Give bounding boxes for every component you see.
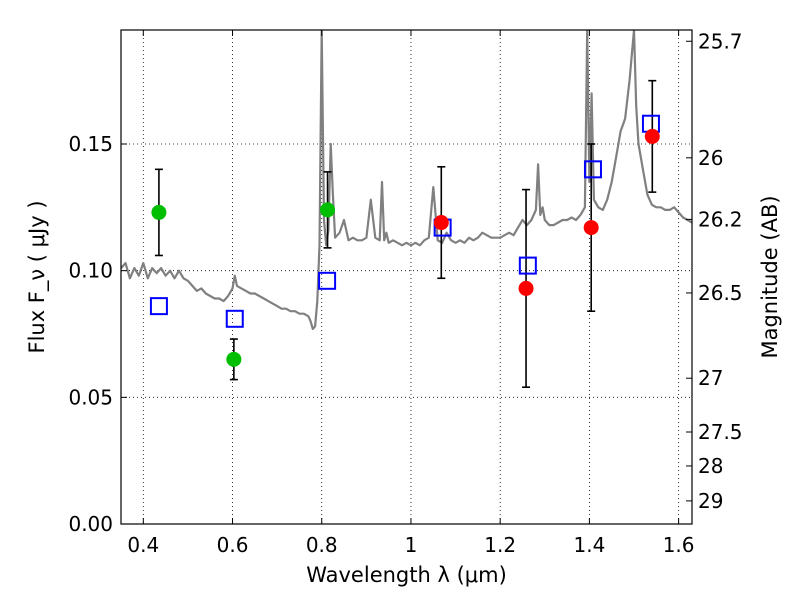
y-axis-label: Flux F_ν ( μJy )	[25, 200, 50, 353]
grid	[121, 30, 692, 524]
green-data-point	[226, 351, 242, 367]
y-right-tick-label: 27.5	[698, 420, 743, 444]
plot-frame	[120, 29, 693, 525]
ticks: 0.4 0.6 0.8 1 1.2 1.4 1.6 0.00 0.05 0.10 0.15 25.7 2…	[68, 29, 742, 557]
spectrum-line	[121, 30, 692, 330]
x-tick-label: 0.4	[127, 533, 159, 557]
y-right-tick-label: 27	[698, 366, 723, 390]
x-tick-label: 0.8	[306, 533, 338, 557]
red-data-point	[644, 128, 660, 144]
green-data-point	[320, 202, 336, 218]
model-square-point	[518, 256, 537, 275]
x-tick-label: 1	[405, 533, 418, 557]
x-axis-label: Wavelength λ (μm)	[306, 563, 507, 587]
y-right-tick-label: 28	[698, 454, 723, 478]
x-tick-label: 0.6	[217, 533, 249, 557]
y-right-tick-label: 26.2	[698, 207, 743, 231]
red-data-point	[518, 280, 534, 296]
x-tick-label: 1.4	[573, 533, 605, 557]
y-tick-label: 0.10	[68, 259, 113, 283]
x-tick-label: 1.2	[484, 533, 516, 557]
plot-area	[121, 30, 692, 389]
y-tick-label: 0.15	[68, 132, 113, 156]
red-data-point	[433, 215, 449, 231]
model-square-point	[149, 297, 168, 316]
y-right-tick-label: 26	[698, 146, 723, 170]
y-right-tick-label: 25.7	[698, 29, 743, 53]
y-right-tick-label: 29	[698, 489, 723, 513]
model-square-point	[583, 160, 602, 179]
model-square-point	[225, 309, 244, 328]
model-square-point	[318, 271, 337, 290]
green-data-point	[151, 204, 167, 220]
x-tick-label: 1.6	[663, 533, 695, 557]
y-right-tick-label: 26.5	[698, 281, 743, 305]
y-tick-label: 0.00	[68, 512, 113, 536]
y-tick-label: 0.05	[68, 385, 113, 409]
y-axis-right-label: Magnitude (AB)	[758, 195, 782, 358]
red-data-point	[583, 220, 599, 236]
